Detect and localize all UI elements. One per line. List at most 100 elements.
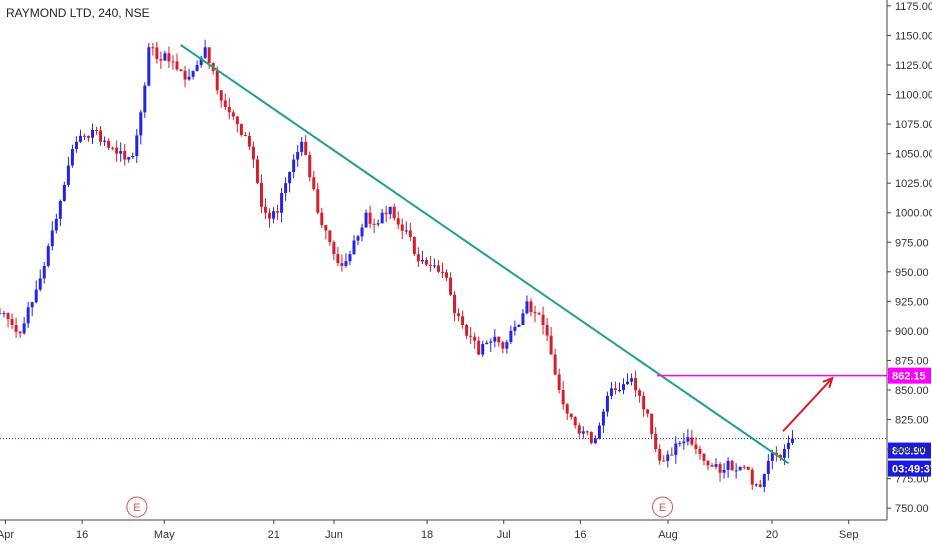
candle-body: [135, 135, 139, 156]
candle-body: [565, 404, 569, 414]
candle-body: [171, 61, 175, 63]
earnings-marker: [126, 496, 148, 518]
candle-body: [46, 246, 50, 266]
candle-body: [155, 47, 159, 60]
candle-body: [742, 466, 746, 468]
y-tick-label: 750.00: [895, 503, 929, 515]
candle-body: [617, 389, 621, 391]
candle-body: [497, 336, 501, 343]
level-badge-bg: [888, 367, 931, 384]
candle-body: [654, 433, 658, 450]
candle-body: [348, 254, 352, 262]
candle-body: [139, 112, 143, 136]
candle-body: [107, 140, 111, 148]
x-tick-label: 21: [268, 529, 280, 541]
candle-body: [541, 314, 545, 325]
candle-body: [513, 326, 517, 331]
y-tick-label: 1075.00: [895, 119, 932, 131]
candle-body: [2, 313, 6, 315]
candle-body: [686, 437, 690, 442]
candles-layer: [0, 39, 794, 493]
candle-body: [416, 254, 420, 262]
candle-body: [376, 223, 380, 225]
projection-arrow-head: [822, 376, 834, 389]
candle-body: [609, 388, 613, 396]
candle-body: [191, 70, 195, 77]
candle-body: [682, 441, 686, 444]
candle-body: [151, 47, 155, 49]
candle-body: [549, 335, 553, 355]
candle-body: [770, 452, 774, 461]
candle-body: [195, 65, 199, 71]
y-tick-label: 1050.00: [895, 149, 932, 161]
candle-body: [493, 336, 497, 342]
candle-body: [10, 319, 14, 325]
candle-body: [175, 61, 179, 70]
candle-body: [268, 212, 272, 219]
candle-body: [505, 342, 509, 349]
candle-body: [111, 147, 115, 149]
candle-body: [179, 69, 183, 71]
candle-body: [746, 466, 750, 470]
candle-body: [30, 302, 34, 308]
candle-body: [384, 212, 388, 215]
candle-body: [678, 443, 682, 445]
candle-body: [127, 157, 131, 160]
candle-body: [778, 455, 782, 458]
candle-body: [159, 59, 163, 61]
candle-body: [738, 466, 742, 471]
candle-body: [280, 193, 284, 213]
candle-body: [694, 444, 698, 450]
candle-body: [529, 301, 533, 313]
y-tick-label: 825.00: [895, 415, 929, 427]
y-tick-label: 900.00: [895, 326, 929, 338]
candle-body: [469, 335, 473, 337]
earnings-marker-label: E: [133, 502, 140, 514]
candle-body: [646, 409, 650, 414]
candle-body: [34, 289, 38, 303]
x-tick-label: Aug: [658, 529, 678, 541]
candle-body: [509, 330, 513, 343]
candle-body: [364, 212, 368, 228]
candle-body: [263, 206, 267, 213]
candle-body: [465, 325, 469, 336]
candle-body: [115, 147, 119, 154]
candle-body: [782, 449, 786, 458]
candle-body: [436, 265, 440, 272]
candle-body: [147, 47, 151, 86]
candle-body: [521, 313, 525, 325]
y-tick-label: 1025.00: [895, 178, 932, 190]
candle-body: [638, 390, 642, 396]
candle-body: [601, 411, 605, 426]
y-tick-label: 850.00: [895, 385, 929, 397]
candle-body: [449, 277, 453, 295]
candle-body: [340, 263, 344, 266]
candle-body: [288, 172, 292, 184]
candle-body: [790, 438, 794, 443]
candle-body: [284, 183, 288, 194]
candle-body: [304, 141, 308, 156]
candle-body: [320, 212, 324, 226]
candle-body: [243, 134, 247, 136]
candle-body: [247, 135, 251, 147]
candle-body: [718, 464, 722, 473]
candle-body: [6, 313, 10, 320]
candle-body: [626, 381, 630, 385]
candle-body: [622, 384, 626, 390]
last-price-badge: 808.90: [892, 446, 926, 458]
y-tick-label: 875.00: [895, 355, 929, 367]
candle-body: [372, 223, 376, 225]
x-tick-label: 20: [766, 529, 778, 541]
candle-body: [38, 278, 42, 290]
x-tick-label: Sep: [839, 529, 859, 541]
candle-body: [344, 261, 348, 266]
candle-body: [239, 124, 243, 135]
axes-layer: 750.00 775.00 800.00 825.00 850.00 875.00 900.…: [0, 0, 932, 541]
candle-body: [630, 378, 634, 382]
candle-body: [477, 340, 481, 355]
last-price-badge-bg: [888, 442, 931, 459]
candle-body: [432, 265, 436, 267]
candle-body: [750, 469, 754, 485]
